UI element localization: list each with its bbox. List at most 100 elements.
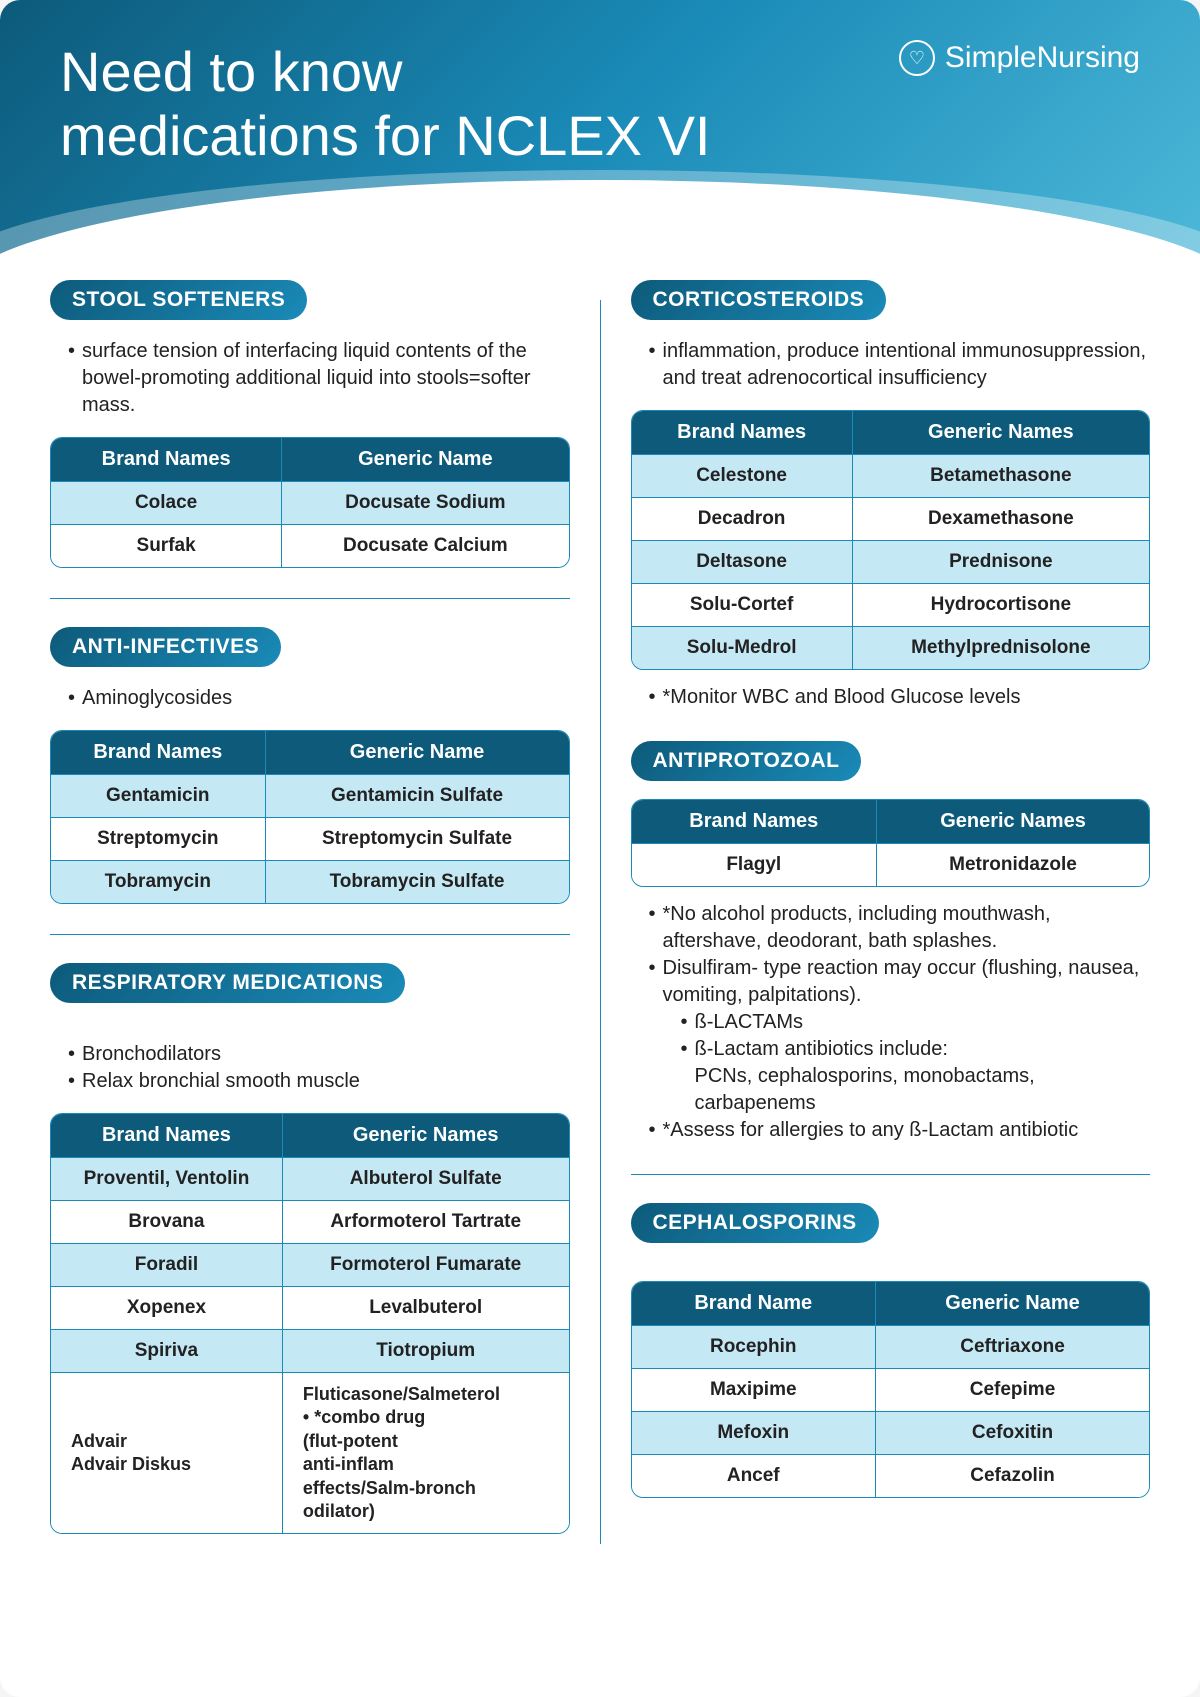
- th: Generic Name: [266, 731, 569, 774]
- td: Cefoxitin: [876, 1411, 1149, 1454]
- td: Metronidazole: [877, 843, 1149, 886]
- heart-icon: ♡: [899, 40, 935, 76]
- bullet: Aminoglycosides: [68, 685, 570, 712]
- td: Foradil: [51, 1243, 283, 1286]
- td: Prednisone: [853, 540, 1149, 583]
- td: Tobramycin: [51, 860, 266, 903]
- td: Albuterol Sulfate: [283, 1157, 569, 1200]
- header: Need to know medications for NCLEX VI ♡ …: [0, 0, 1200, 260]
- td-advair-generic: Fluticasone/Salmeterol • *combo drug (fl…: [283, 1372, 569, 1533]
- td-advair-brand: Advair Advair Diskus: [51, 1372, 283, 1533]
- td: Solu-Cortef: [632, 583, 853, 626]
- td: Levalbuterol: [283, 1286, 569, 1329]
- left-column: STOOL SOFTENERS surface tension of inter…: [50, 280, 570, 1564]
- td: Cefazolin: [876, 1454, 1149, 1497]
- section-title: ANTIPROTOZOAL: [631, 741, 862, 781]
- bullets: surface tension of interfacing liquid co…: [68, 338, 570, 419]
- td: Maxipime: [632, 1368, 877, 1411]
- bullet: *Monitor WBC and Blood Glucose levels: [649, 684, 1151, 711]
- bullets: Aminoglycosides: [68, 685, 570, 712]
- td: Rocephin: [632, 1325, 877, 1368]
- section-corticosteroids: CORTICOSTEROIDS inflammation, produce in…: [631, 280, 1151, 711]
- bullet: *No alcohol products, including mouthwas…: [649, 901, 1151, 955]
- bullets: Bronchodilators Relax bronchial smooth m…: [68, 1041, 570, 1095]
- th: Generic Name: [282, 438, 568, 481]
- td: Colace: [51, 481, 282, 524]
- section-antiprotozoal: ANTIPROTOZOAL Brand Names Generic Names …: [631, 741, 1151, 1144]
- td: Streptomycin: [51, 817, 266, 860]
- table-cephalosporins: Brand Name Generic Name RocephinCeftriax…: [631, 1281, 1151, 1498]
- th: Brand Names: [632, 411, 853, 454]
- section-title: CORTICOSTEROIDS: [631, 280, 887, 320]
- td: Ceftriaxone: [876, 1325, 1149, 1368]
- td: Surfak: [51, 524, 282, 567]
- section-title: CEPHALOSPORINS: [631, 1203, 879, 1243]
- td: Deltasone: [632, 540, 853, 583]
- td: Celestone: [632, 454, 853, 497]
- bullet: Relax bronchial smooth muscle: [68, 1068, 570, 1095]
- th: Generic Names: [877, 800, 1149, 843]
- title-line-2: medications for NCLEX VI: [60, 104, 710, 167]
- section-cephalosporins: CEPHALOSPORINS Brand Name Generic Name R…: [631, 1203, 1151, 1498]
- td: Betamethasone: [853, 454, 1149, 497]
- td: Tobramycin Sulfate: [266, 860, 569, 903]
- table-stool-softeners: Brand Names Generic Name ColaceDocusate …: [50, 437, 570, 568]
- td: Spiriva: [51, 1329, 283, 1372]
- section-anti-infectives: ANTI-INFECTIVES Aminoglycosides Brand Na…: [50, 627, 570, 904]
- td: Brovana: [51, 1200, 283, 1243]
- brand-text: SimpleNursing: [945, 41, 1140, 75]
- th: Brand Names: [51, 1114, 283, 1157]
- td: Methylprednisolone: [853, 626, 1149, 669]
- after-bullets: *No alcohol products, including mouthwas…: [649, 901, 1151, 1144]
- bullet-indent: ß-Lactam antibiotics include: PCNs, ceph…: [681, 1036, 1151, 1117]
- bullet: Disulfiram- type reaction may occur (flu…: [649, 955, 1151, 1009]
- td: Decadron: [632, 497, 853, 540]
- td: Docusate Sodium: [282, 481, 568, 524]
- separator: [631, 1174, 1151, 1175]
- section-stool-softeners: STOOL SOFTENERS surface tension of inter…: [50, 280, 570, 568]
- td: Hydrocortisone: [853, 583, 1149, 626]
- th: Generic Names: [283, 1114, 569, 1157]
- td: Xopenex: [51, 1286, 283, 1329]
- right-column: CORTICOSTEROIDS inflammation, produce in…: [631, 280, 1151, 1564]
- table-respiratory: Brand Names Generic Names Proventil, Ven…: [50, 1113, 570, 1534]
- td: Formoterol Fumarate: [283, 1243, 569, 1286]
- brand: ♡ SimpleNursing: [899, 40, 1140, 76]
- section-title: STOOL SOFTENERS: [50, 280, 307, 320]
- th: Brand Names: [632, 800, 878, 843]
- content: STOOL SOFTENERS surface tension of inter…: [0, 260, 1200, 1614]
- td: Gentamicin: [51, 774, 266, 817]
- td: Tiotropium: [283, 1329, 569, 1372]
- separator: [50, 934, 570, 935]
- page: Need to know medications for NCLEX VI ♡ …: [0, 0, 1200, 1697]
- table-antiprotozoal: Brand Names Generic Names FlagylMetronid…: [631, 799, 1151, 887]
- vertical-divider: [600, 300, 601, 1544]
- td: Dexamethasone: [853, 497, 1149, 540]
- separator: [50, 598, 570, 599]
- section-title: RESPIRATORY MEDICATIONS: [50, 963, 405, 1003]
- td: Arformoterol Tartrate: [283, 1200, 569, 1243]
- bullet: *Assess for allergies to any ß-Lactam an…: [649, 1117, 1151, 1144]
- bullet: inflammation, produce intentional immuno…: [649, 338, 1151, 392]
- td: Cefepime: [876, 1368, 1149, 1411]
- th: Brand Names: [51, 438, 282, 481]
- th: Brand Names: [51, 731, 266, 774]
- td: Mefoxin: [632, 1411, 877, 1454]
- td: Docusate Calcium: [282, 524, 568, 567]
- table-anti-infectives: Brand Names Generic Name GentamicinGenta…: [50, 730, 570, 904]
- title-line-1: Need to know: [60, 40, 402, 103]
- after-bullets: *Monitor WBC and Blood Glucose levels: [649, 684, 1151, 711]
- th: Generic Name: [876, 1282, 1149, 1325]
- bullets: inflammation, produce intentional immuno…: [649, 338, 1151, 392]
- td: Streptomycin Sulfate: [266, 817, 569, 860]
- bullet: Bronchodilators: [68, 1041, 570, 1068]
- section-respiratory: RESPIRATORY MEDICATIONS Bronchodilators …: [50, 963, 570, 1534]
- td: Ancef: [632, 1454, 877, 1497]
- td: Solu-Medrol: [632, 626, 853, 669]
- table-corticosteroids: Brand Names Generic Names CelestoneBetam…: [631, 410, 1151, 670]
- td: Flagyl: [632, 843, 878, 886]
- section-title: ANTI-INFECTIVES: [50, 627, 281, 667]
- td: Proventil, Ventolin: [51, 1157, 283, 1200]
- td: Gentamicin Sulfate: [266, 774, 569, 817]
- th: Brand Name: [632, 1282, 877, 1325]
